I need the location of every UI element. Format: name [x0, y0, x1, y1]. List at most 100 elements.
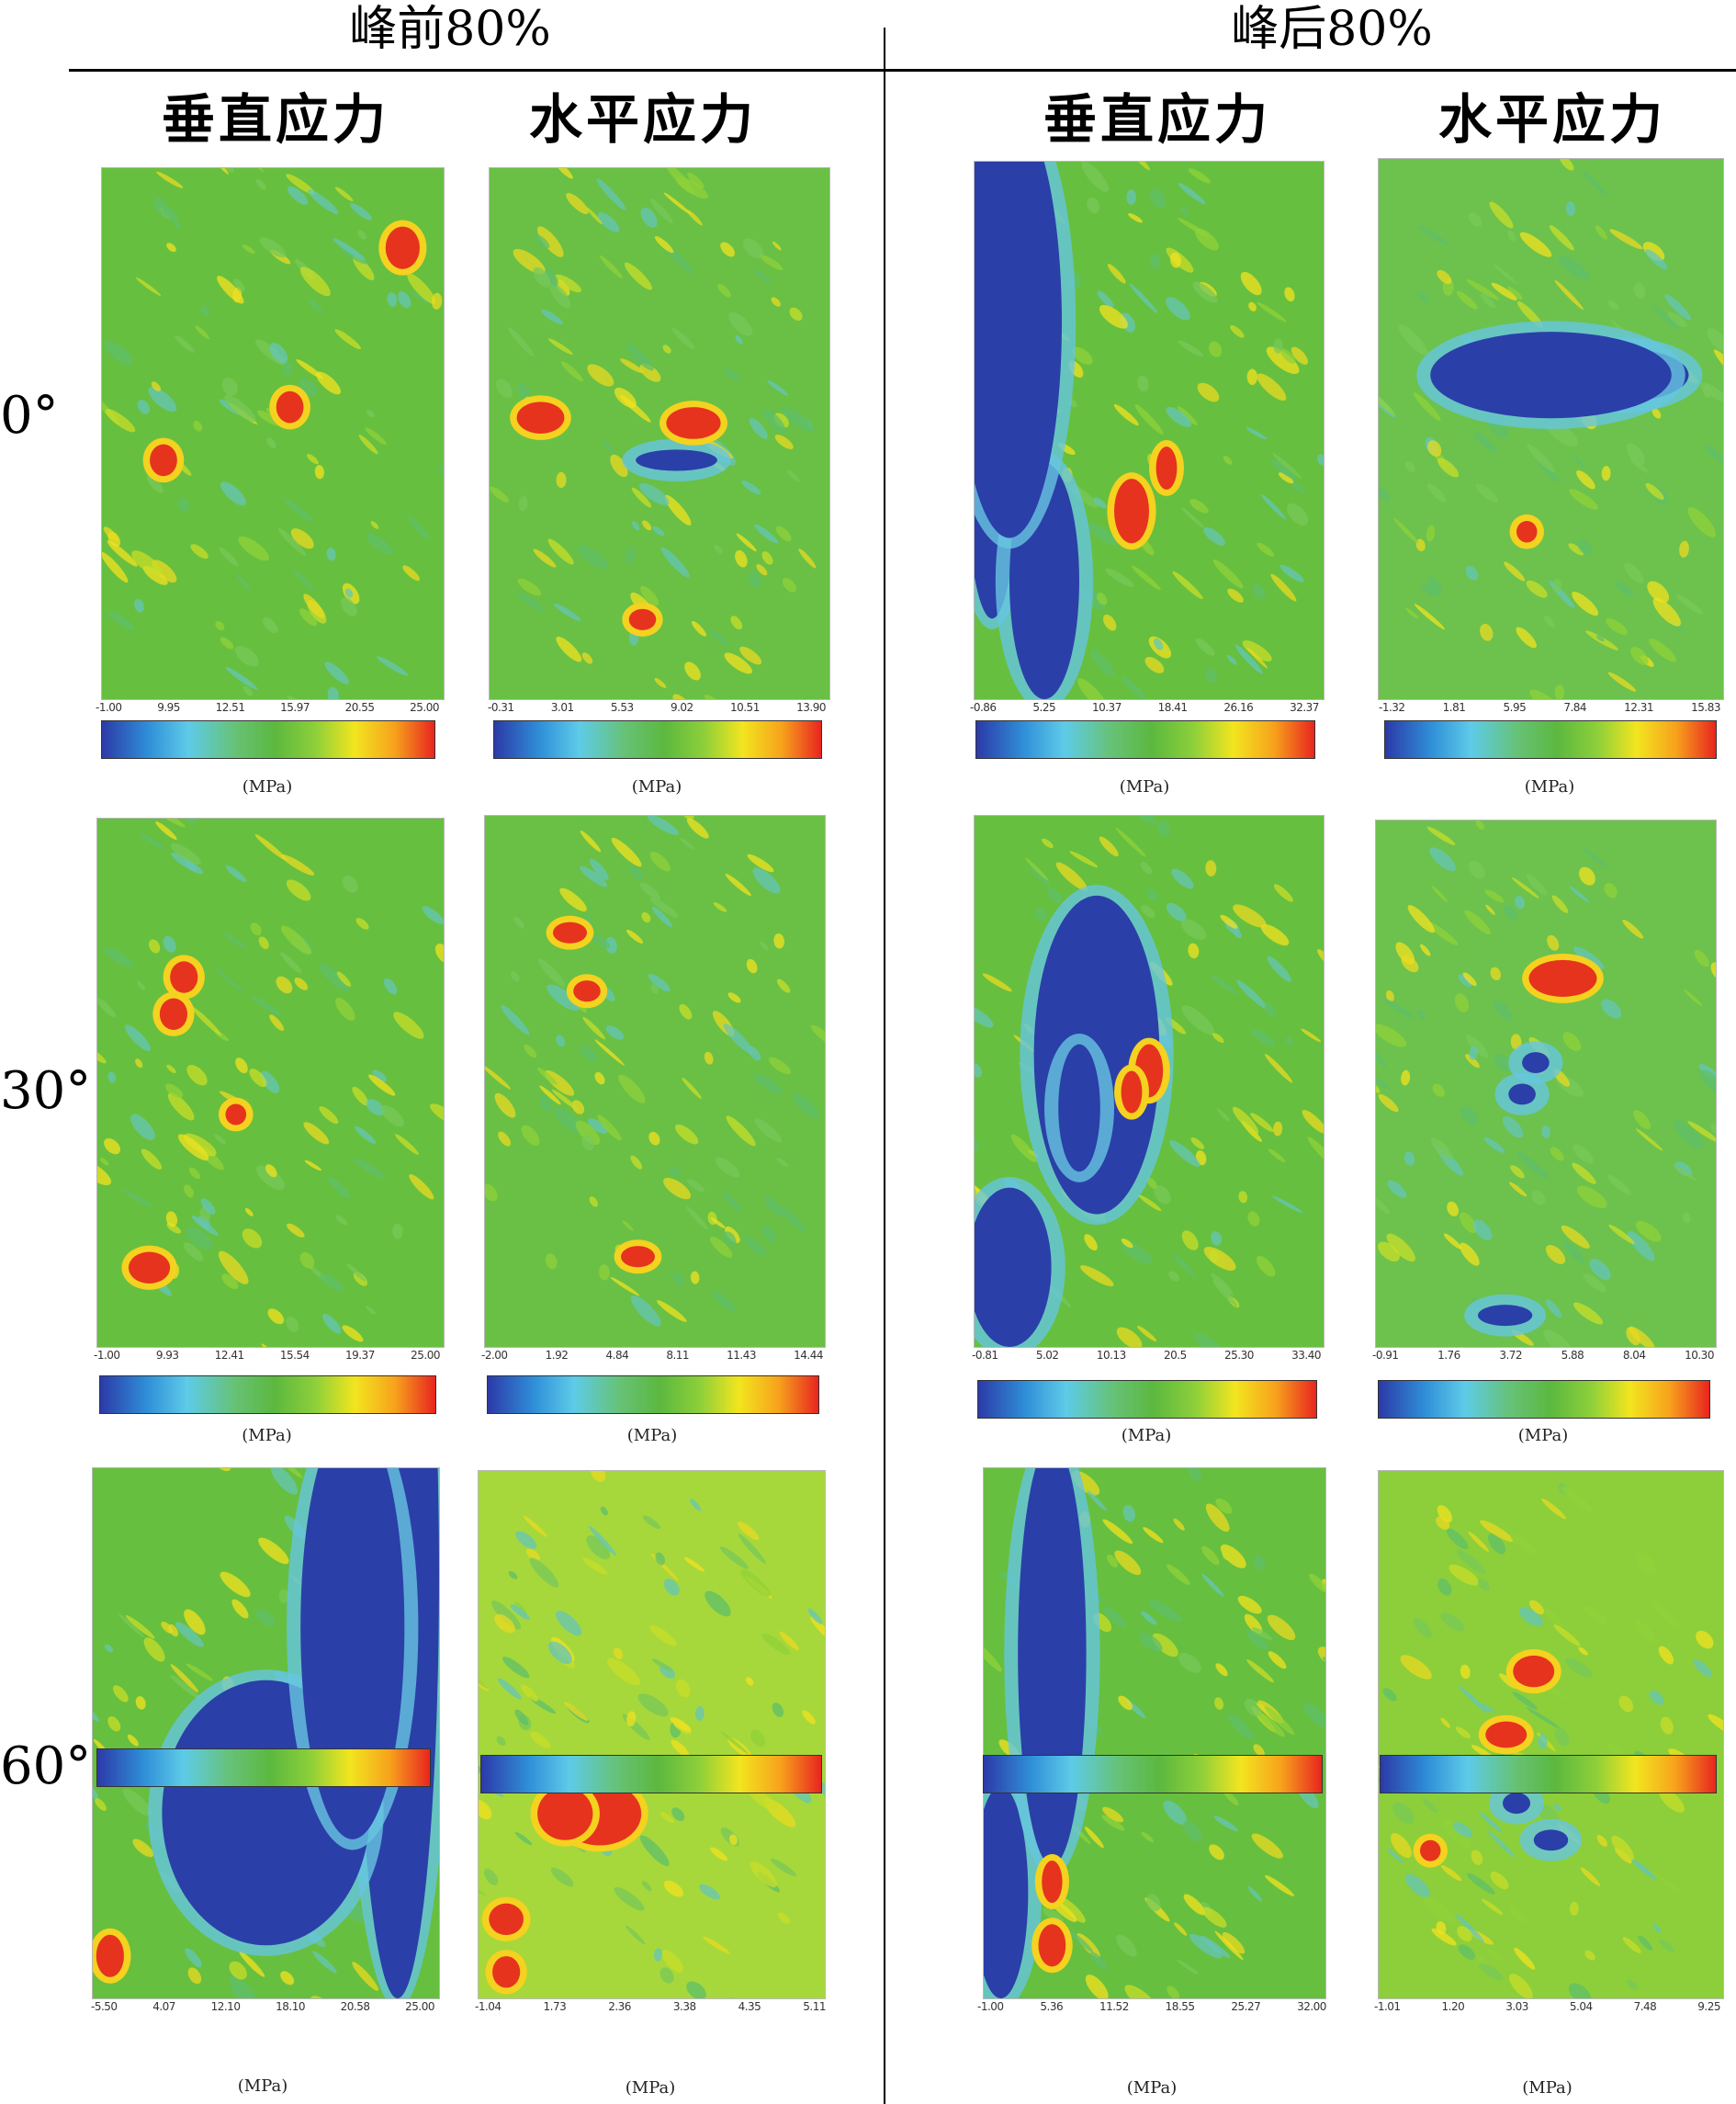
colorbar-tick-label: -0.86 — [970, 701, 997, 714]
colorbar-tick-label: 7.48 — [1633, 2000, 1657, 2013]
colorbar-tick-label: 25.00 — [410, 701, 439, 714]
stress-contour-map — [974, 161, 1325, 700]
colorbar-tick-label: 5.04 — [1569, 2000, 1593, 2013]
colorbar-tick-label: 18.10 — [276, 2000, 305, 2013]
column-title-pre-horizontal: 水平应力 — [528, 88, 757, 151]
colorbar-tick-label: 2.36 — [608, 2000, 631, 2013]
colorbar-tick-label: 33.40 — [1291, 1349, 1321, 1362]
stress-contour-map — [974, 815, 1325, 1348]
colorbar-tick-label: 32.37 — [1290, 701, 1319, 714]
colorbar-tick-label: 7.84 — [1563, 701, 1587, 714]
colorbar-tick-labels: -0.81 5.02 10.13 20.5 25.30 33.40 — [972, 1349, 1321, 1363]
colorbar — [96, 1748, 431, 1787]
colorbar-tick-label: -0.81 — [972, 1349, 998, 1362]
colorbar-tick-labels: -5.50 4.07 12.10 18.10 20.58 25.00 — [91, 2000, 434, 2015]
colorbar-tick-label: 12.41 — [214, 1349, 244, 1362]
colorbar-tick-label: 15.97 — [280, 701, 310, 714]
colorbar-unit-label: (MPa) — [1121, 1426, 1172, 1445]
stress-contour-map — [478, 1470, 826, 1999]
colorbar-tick-label: 10.51 — [729, 701, 760, 714]
colorbar — [1380, 1755, 1717, 1793]
colorbar-tick-label: 25.00 — [411, 1349, 440, 1362]
colorbar-tick-label: 1.92 — [545, 1349, 569, 1362]
colorbar-tick-label: 12.10 — [210, 2000, 241, 2013]
column-title-post-vertical: 垂直应力 — [1043, 88, 1271, 151]
colorbar-tick-label: -1.32 — [1379, 701, 1405, 714]
colorbar-unit-label: (MPa) — [242, 1426, 292, 1445]
stress-contour-map — [983, 1467, 1326, 1999]
colorbar-unit-label: (MPa) — [1119, 777, 1170, 797]
colorbar-tick-label: 1.20 — [1441, 2000, 1465, 2013]
colorbar — [1384, 720, 1717, 759]
row-label-60deg: 60° — [0, 1736, 92, 1796]
colorbar-tick-label: 3.01 — [550, 701, 574, 714]
colorbar-tick-label: 26.16 — [1223, 701, 1254, 714]
colorbar-tick-label: 20.5 — [1163, 1349, 1187, 1362]
colorbar-tick-label: 12.51 — [215, 701, 245, 714]
colorbar — [101, 720, 435, 759]
colorbar-tick-label: 8.04 — [1622, 1349, 1646, 1362]
colorbar-tick-label: 5.88 — [1561, 1349, 1584, 1362]
group-title-post-peak: 峰后80% — [1231, 2, 1433, 57]
colorbar-tick-label: 10.30 — [1685, 1349, 1714, 1362]
stress-contour-map — [101, 167, 445, 700]
colorbar-tick-label: 10.37 — [1091, 701, 1122, 714]
colorbar-tick-label: 12.31 — [1624, 701, 1654, 714]
colorbar-tick-label: 8.11 — [666, 1349, 690, 1362]
colorbar-tick-label: 5.36 — [1040, 2000, 1064, 2013]
colorbar-tick-label: 9.02 — [670, 701, 693, 714]
stress-contour-map — [96, 818, 445, 1348]
colorbar-tick-label: -1.00 — [94, 1349, 120, 1362]
colorbar — [99, 1375, 436, 1414]
colorbar-tick-label: 5.95 — [1503, 701, 1527, 714]
colorbar-tick-label: 18.55 — [1165, 2000, 1195, 2013]
colorbar-tick-label: 15.54 — [279, 1349, 310, 1362]
colorbar-tick-label: 10.13 — [1096, 1349, 1126, 1362]
colorbar-tick-label: -1.04 — [475, 2000, 502, 2013]
colorbar-tick-label: 4.07 — [152, 2000, 175, 2013]
colorbar-tick-label: 15.83 — [1691, 701, 1720, 714]
colorbar — [983, 1755, 1323, 1793]
colorbar-tick-label: 5.25 — [1032, 701, 1056, 714]
stress-contour-map — [1378, 158, 1724, 700]
colorbar-tick-labels: -0.91 1.76 3.72 5.88 8.04 10.30 — [1372, 1349, 1714, 1363]
group-title-pre-peak: 峰前80% — [349, 2, 551, 57]
colorbar-tick-labels: -0.31 3.01 5.53 9.02 10.51 13.90 — [488, 701, 826, 716]
stress-contour-map — [484, 815, 826, 1348]
colorbar-tick-label: -0.31 — [488, 701, 514, 714]
colorbar-tick-labels: -2.00 1.92 4.84 8.11 11.43 14.44 — [481, 1349, 823, 1363]
column-title-post-horizontal: 水平应力 — [1437, 88, 1666, 151]
colorbar-unit-label: (MPa) — [1126, 2078, 1178, 2098]
colorbar-tick-label: 11.52 — [1099, 2000, 1129, 2013]
colorbar-tick-label: 3.72 — [1499, 1349, 1523, 1362]
colorbar-tick-labels: -1.00 9.95 12.51 15.97 20.55 25.00 — [96, 701, 439, 716]
column-title-pre-vertical: 垂直应力 — [161, 88, 389, 151]
colorbar-unit-label: (MPa) — [631, 777, 682, 797]
colorbar-unit-label: (MPa) — [1517, 1426, 1569, 1445]
stress-contour-map — [1375, 820, 1717, 1348]
stress-contour-map — [1378, 1470, 1724, 1999]
colorbar-tick-label: 19.37 — [345, 1349, 375, 1362]
colorbar-tick-label: 3.38 — [672, 2000, 696, 2013]
colorbar-tick-label: 3.03 — [1505, 2000, 1528, 2013]
stress-contour-map — [92, 1467, 440, 1999]
colorbar — [487, 1375, 819, 1414]
colorbar-tick-label: 5.53 — [610, 701, 634, 714]
header-divider — [69, 69, 1736, 72]
colorbar-tick-label: 1.76 — [1437, 1349, 1460, 1362]
colorbar-tick-label: -2.00 — [481, 1349, 508, 1362]
colorbar-tick-label: 1.73 — [543, 2000, 567, 2013]
colorbar — [480, 1755, 822, 1793]
colorbar-tick-label: 9.25 — [1697, 2000, 1720, 2013]
colorbar-tick-labels: -1.00 5.36 11.52 18.55 25.27 32.00 — [977, 2000, 1326, 2015]
colorbar-tick-label: 25.00 — [405, 2000, 434, 2013]
colorbar-unit-label: (MPa) — [237, 2076, 288, 2096]
colorbar-tick-labels: -1.32 1.81 5.95 7.84 12.31 15.83 — [1379, 701, 1720, 716]
colorbar-tick-label: 9.95 — [157, 701, 180, 714]
colorbar-tick-label: 20.55 — [344, 701, 375, 714]
colorbar-tick-label: -0.91 — [1372, 1349, 1399, 1362]
colorbar-tick-label: 18.41 — [1157, 701, 1188, 714]
colorbar-tick-label: 11.43 — [727, 1349, 757, 1362]
center-divider — [884, 28, 885, 2104]
colorbar-tick-label: -1.00 — [977, 2000, 1004, 2013]
